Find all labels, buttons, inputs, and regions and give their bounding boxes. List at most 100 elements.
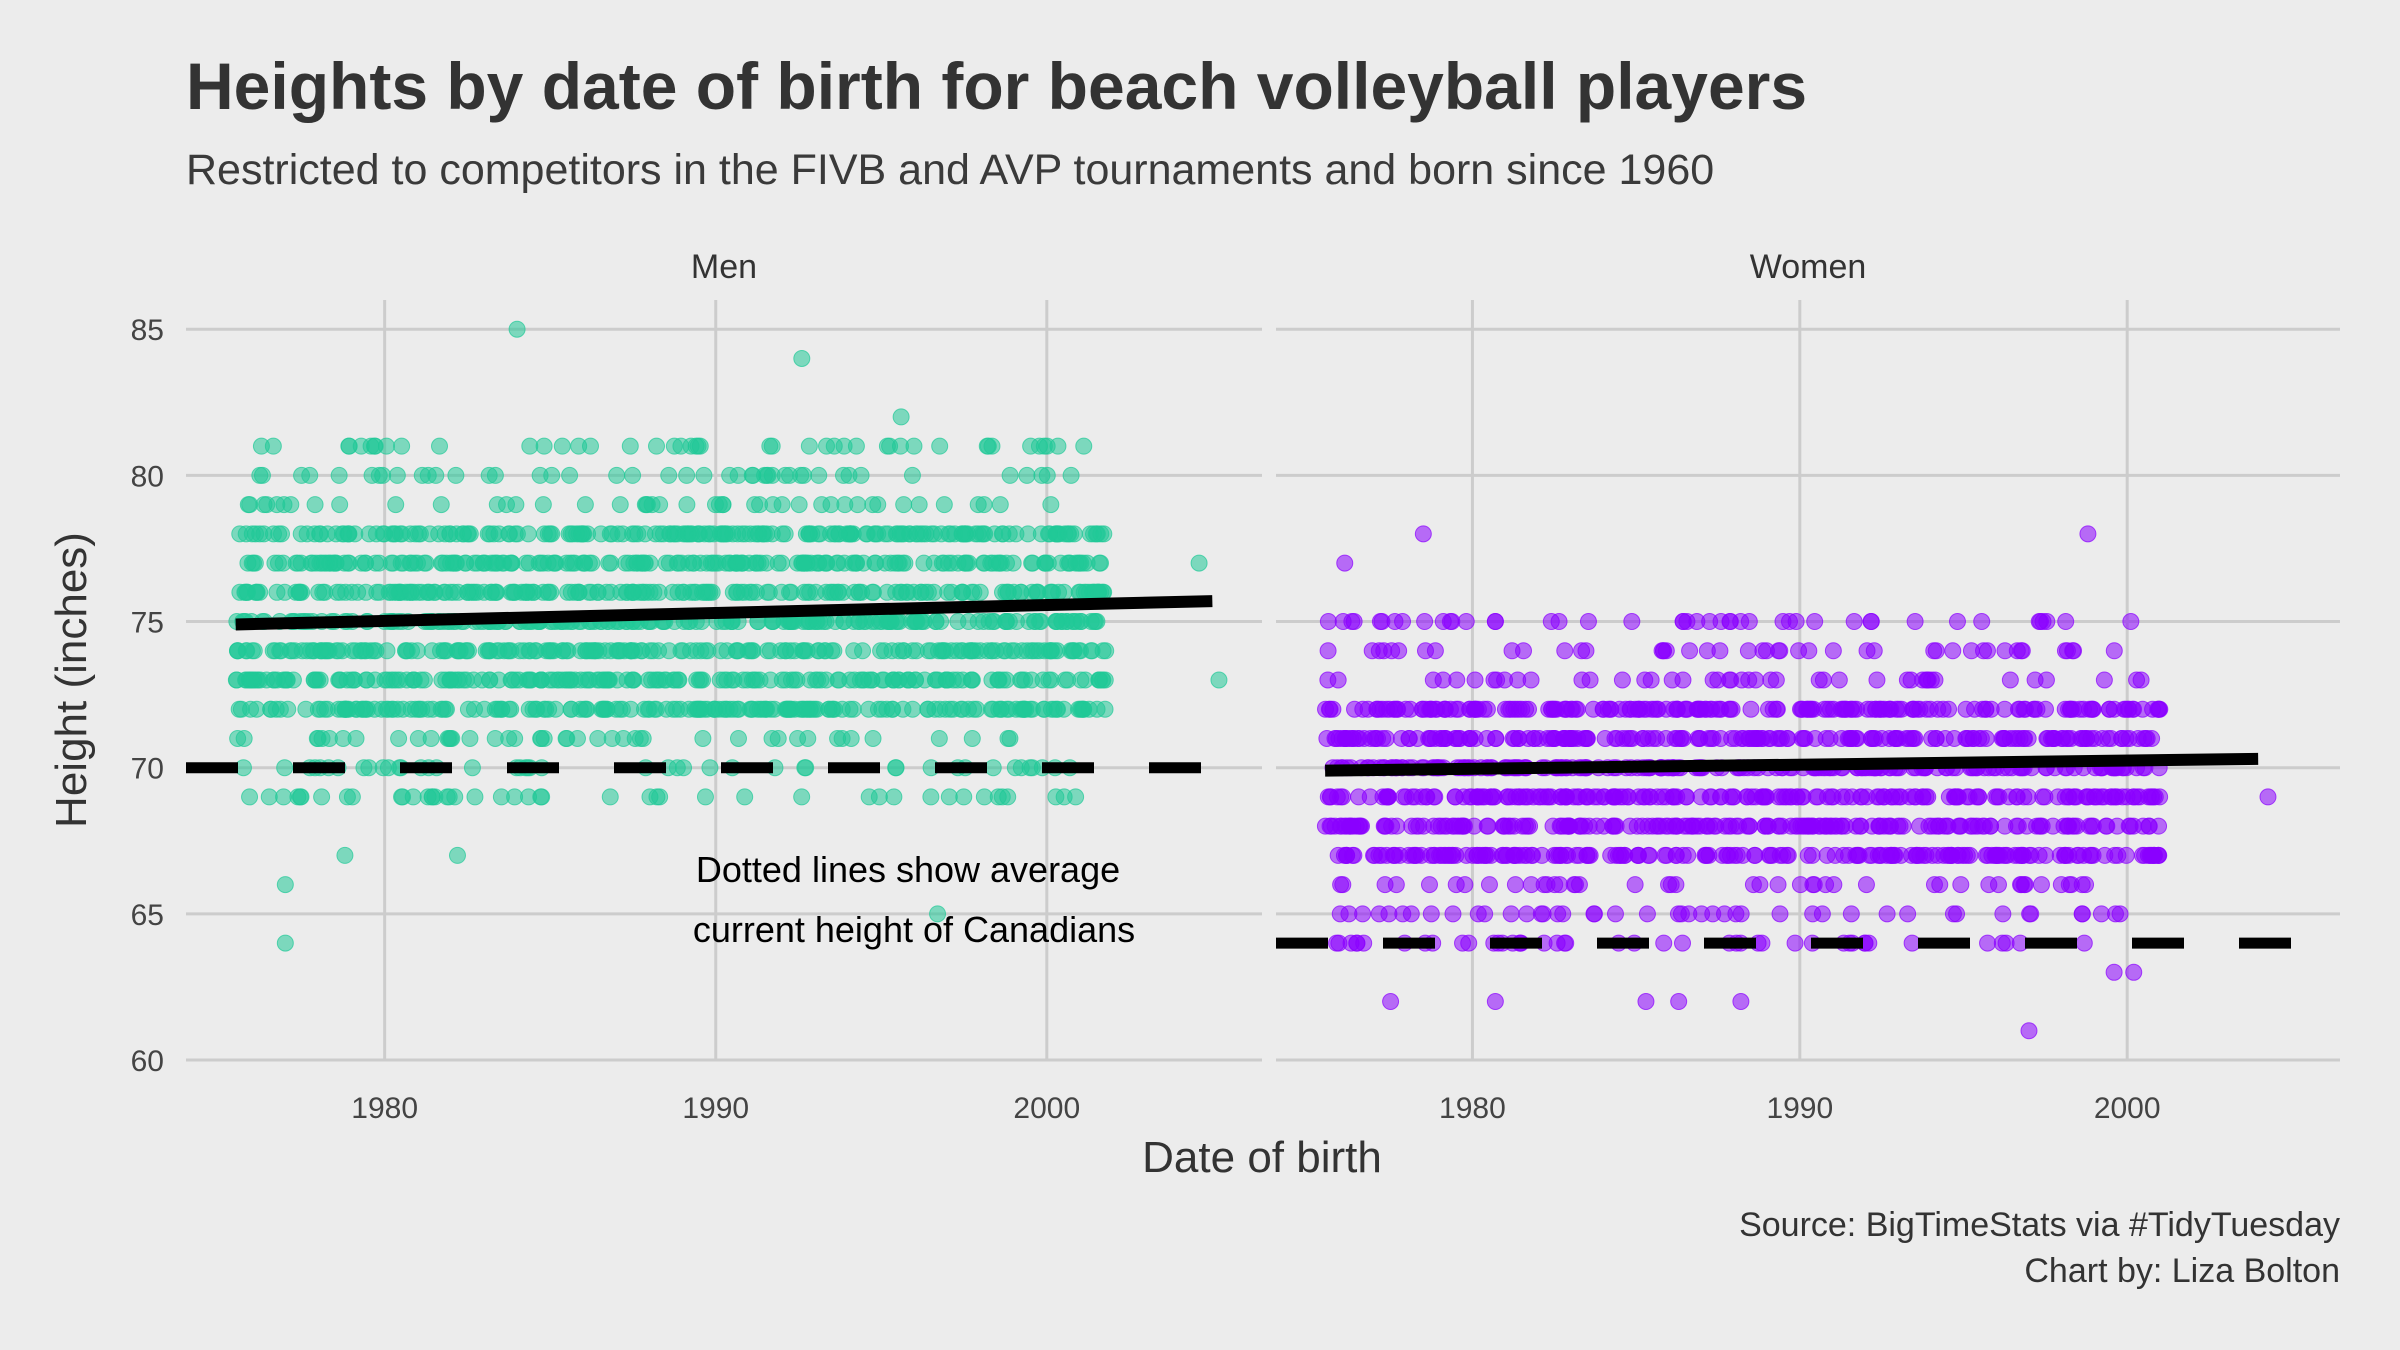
data-point-women [1606,817,1624,835]
data-point-men [953,583,971,601]
data-point-men [873,700,891,718]
data-point-men [968,700,986,718]
data-point-women [2095,671,2113,689]
data-point-men [834,466,852,484]
data-point-men [461,729,479,747]
data-point-men [393,437,411,455]
data-point-men [788,671,806,689]
data-point-women [1406,846,1424,864]
caption-credit: Chart by: Liza Bolton [2024,1252,2340,1290]
data-point-women [1614,729,1632,747]
data-point-men [1210,671,1228,689]
data-point-men [922,788,940,806]
data-point-men [634,729,652,747]
data-point-men [519,525,537,543]
data-point-women [1906,613,1924,631]
data-point-women [2056,846,2074,864]
data-point-women [1690,700,1708,718]
data-point-men [388,671,406,689]
data-point-men [473,671,491,689]
data-point-men [793,788,811,806]
data-point-women [1732,993,1750,1011]
data-point-women [1434,671,1452,689]
data-point-women [1921,700,1939,718]
data-point-men [695,466,713,484]
data-point-women [2063,817,2081,835]
data-point-men [935,496,953,514]
data-point-men [919,583,937,601]
data-point-women [1461,700,1479,718]
data-point-men [558,671,576,689]
data-point-women [1584,700,1602,718]
data-point-men [660,466,678,484]
data-point-women [1882,846,1900,864]
data-point-men [830,525,848,543]
data-point-women [1342,817,1360,835]
data-point-men [265,671,283,689]
data-point-men [572,642,590,660]
data-point-men [786,642,804,660]
data-point-women [1429,817,1447,835]
data-point-women [2083,817,2101,835]
data-point-women [1548,934,1566,952]
data-point-women [1436,700,1454,718]
data-point-women [1956,846,1974,864]
data-point-women [2120,817,2138,835]
data-point-men [434,700,452,718]
data-point-women [1378,846,1396,864]
data-point-men [366,437,384,455]
data-point-women [1887,700,1905,718]
data-point-men [448,642,466,660]
data-point-men [379,700,397,718]
data-point-women [1960,729,1978,747]
data-point-men [520,700,538,718]
data-point-men [1068,613,1086,631]
data-point-women [1708,700,1726,718]
data-point-men [306,496,324,514]
data-point-women [1850,846,1868,864]
data-point-women [1740,817,1758,835]
data-point-men [825,437,843,455]
data-point-women [1842,700,1860,718]
data-point-women [1732,905,1750,923]
data-point-men [1027,583,1045,601]
data-point-women [1842,729,1860,747]
data-point-women [1842,905,1860,923]
data-point-men [800,525,818,543]
data-point-men [542,583,560,601]
data-point-women [1319,788,1337,806]
data-point-men [567,583,585,601]
data-point-men [860,788,878,806]
data-point-men [864,496,882,514]
data-point-men [459,700,477,718]
data-point-women [1678,613,1696,631]
data-point-men [727,642,745,660]
data-point-men [415,671,433,689]
data-point-men [790,496,808,514]
x-tick-label: 2000 [2094,1092,2161,1125]
data-point-women [1693,905,1711,923]
data-point-women [2032,876,2050,894]
data-point-men [696,788,714,806]
data-point-women [1803,846,1821,864]
data-point-women [1371,613,1389,631]
data-point-women [1460,934,1478,952]
data-point-men [387,496,405,514]
data-point-men [687,437,705,455]
data-point-women [1447,729,1465,747]
data-point-men [674,642,692,660]
data-point-men [800,437,818,455]
data-point-men [675,759,693,777]
data-point-women [1674,729,1692,747]
data-point-women [1596,729,1614,747]
data-point-women [1606,788,1624,806]
data-point-women [1613,671,1631,689]
data-point-women [1374,788,1392,806]
data-point-men [488,496,506,514]
data-point-women [2082,729,2100,747]
data-point-women [1667,846,1685,864]
data-point-men [1045,642,1063,660]
data-point-men [611,496,629,514]
data-point-women [1496,700,1514,718]
data-point-men [1060,525,1078,543]
